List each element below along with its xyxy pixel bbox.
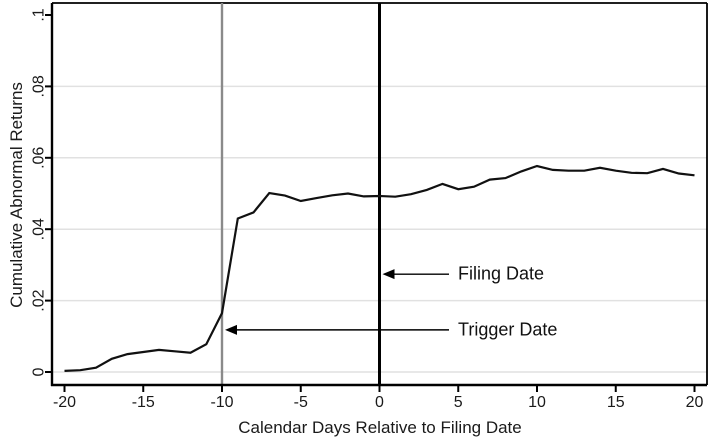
y-tick-label: .06 <box>31 147 48 169</box>
trigger-date-arrow-head-icon <box>225 324 237 335</box>
x-tick-label: 5 <box>454 394 463 411</box>
x-axis-title: Calendar Days Relative to Filing Date <box>238 418 522 437</box>
x-tick-label: -15 <box>132 394 155 411</box>
x-tick-label: -10 <box>210 394 233 411</box>
x-tick-label: 20 <box>686 394 704 411</box>
trigger-date-annotation-label: Trigger Date <box>458 319 558 340</box>
y-axis-title: Cumulative Abnormal Returns <box>7 82 26 308</box>
y-tick-label: .1 <box>31 8 48 21</box>
x-tick-label: 10 <box>528 394 546 411</box>
y-tick-label: .02 <box>31 289 48 311</box>
x-tick-label: -20 <box>53 394 76 411</box>
y-tick-label: .08 <box>31 75 48 97</box>
x-tick-label: -5 <box>294 394 308 411</box>
x-tick-label: 15 <box>607 394 625 411</box>
filing-date-arrow-head-icon <box>382 269 395 280</box>
filing-date-annotation-label: Filing Date <box>458 263 545 284</box>
y-tick-label: 0 <box>31 367 48 376</box>
car-series-line <box>64 164 695 372</box>
x-tick-label: 0 <box>375 394 384 411</box>
y-tick-label: .04 <box>31 218 48 240</box>
